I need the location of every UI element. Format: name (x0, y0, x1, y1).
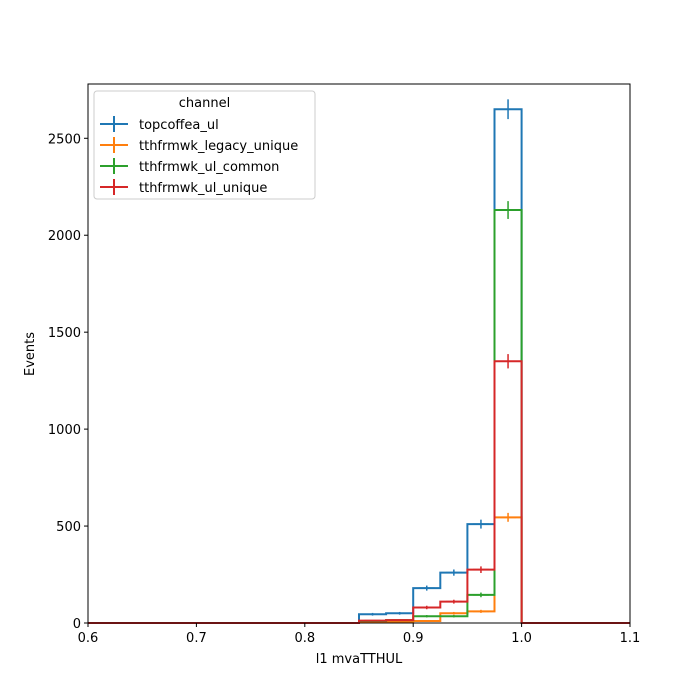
x-tick-label: 0.8 (294, 631, 315, 646)
legend-entry: tthfrmwk_ul_common (100, 158, 279, 175)
y-axis-label: Events (23, 332, 38, 376)
legend-label: tthfrmwk_ul_unique (139, 181, 267, 196)
legend: channel topcoffea_ul tthfrmwk_legacy_uniq… (93, 90, 316, 200)
axes-frame (87, 83, 631, 624)
x-axis-label: l1 mvaTTHUL (316, 652, 403, 667)
y-tick-label: 1500 (48, 326, 81, 341)
legend-box (93, 90, 316, 200)
y-tick-label: 0 (73, 617, 81, 632)
legend-entry: topcoffea_ul (100, 116, 219, 133)
x-tick-label: 1.1 (620, 631, 641, 646)
legend-label: tthfrmwk_legacy_unique (139, 139, 298, 154)
legend-entry: tthfrmwk_ul_unique (100, 179, 267, 196)
legend-entries: topcoffea_ul tthfrmwk_legacy_uniquetthfrm… (100, 116, 298, 196)
x-tick-label: 0.9 (403, 631, 424, 646)
legend-title: channel (179, 96, 230, 111)
y-tick-label: 500 (56, 520, 81, 535)
x-tick-label: 0.7 (186, 631, 207, 646)
y-tick-label: 1000 (48, 423, 81, 438)
y-tick-label: 2000 (48, 229, 81, 244)
legend-entry: tthfrmwk_legacy_unique (100, 137, 298, 154)
legend-label: topcoffea_ul (139, 118, 219, 133)
y-tick-label: 2500 (48, 132, 81, 147)
legend-label: tthfrmwk_ul_common (139, 160, 279, 175)
x-tick-label: 1.0 (511, 631, 532, 646)
x-axis: 0.6 0.7 0.8 0.9 1.0 1.1 (78, 623, 641, 646)
x-tick-label: 0.6 (78, 631, 99, 646)
y-axis: 0 500 1000 1500 2000 2500 (48, 132, 88, 632)
